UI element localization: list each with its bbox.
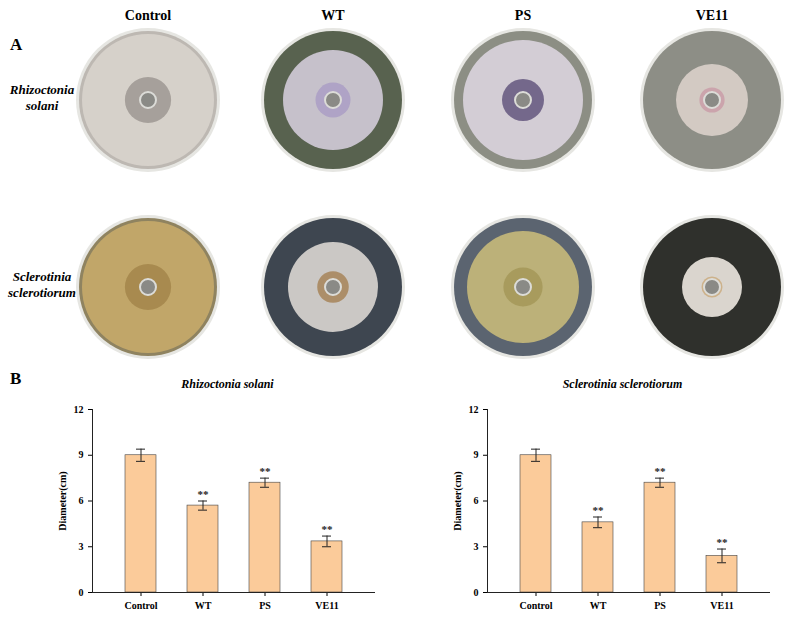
svg-text:WT: WT [321, 8, 345, 23]
svg-text:VE11: VE11 [710, 600, 733, 611]
html-text:B: B [10, 369, 22, 388]
svg-text:**: ** [198, 488, 210, 500]
svg-text:9: 9 [79, 449, 84, 460]
svg-text:3: 3 [474, 541, 479, 552]
svg-text:Sclerotiniasclerotiorum: Sclerotiniasclerotiorum [7, 269, 76, 300]
svg-text:**: ** [322, 523, 334, 535]
svg-text:Diameter(cm): Diameter(cm) [57, 471, 69, 530]
svg-text:A: A [10, 35, 23, 54]
svg-text:Diameter(cm): Diameter(cm) [452, 471, 464, 530]
svg-text:WT: WT [590, 600, 607, 611]
svg-text:VE11: VE11 [696, 8, 729, 23]
svg-text:**: ** [593, 504, 605, 516]
svg-text:Control: Control [124, 600, 157, 611]
svg-text:12: 12 [74, 404, 84, 415]
svg-text:Control: Control [519, 600, 552, 611]
svg-text:**: ** [260, 465, 272, 477]
svg-text:9: 9 [474, 449, 479, 460]
svg-text:3: 3 [79, 541, 84, 552]
svg-text:0: 0 [474, 587, 479, 598]
svg-text:0: 0 [79, 587, 84, 598]
svg-text:6: 6 [474, 495, 479, 506]
svg-text:6: 6 [79, 495, 84, 506]
svg-text:**: ** [655, 465, 667, 477]
svg-text:12: 12 [469, 404, 479, 415]
svg-text:**: ** [717, 536, 729, 548]
svg-text:PS: PS [259, 600, 271, 611]
svg-text:PS: PS [515, 8, 532, 23]
svg-text:Control: Control [125, 8, 172, 23]
svg-text:WT: WT [195, 600, 212, 611]
html-text:Rhizoctonia solani: Rhizoctonia solani [181, 377, 274, 391]
html-text:Sclerotinia sclerotiorum: Sclerotinia sclerotiorum [562, 377, 683, 391]
svg-text:Rhizoctoniasolani: Rhizoctoniasolani [9, 82, 75, 113]
svg-text:VE11: VE11 [315, 600, 338, 611]
svg-text:PS: PS [654, 600, 666, 611]
